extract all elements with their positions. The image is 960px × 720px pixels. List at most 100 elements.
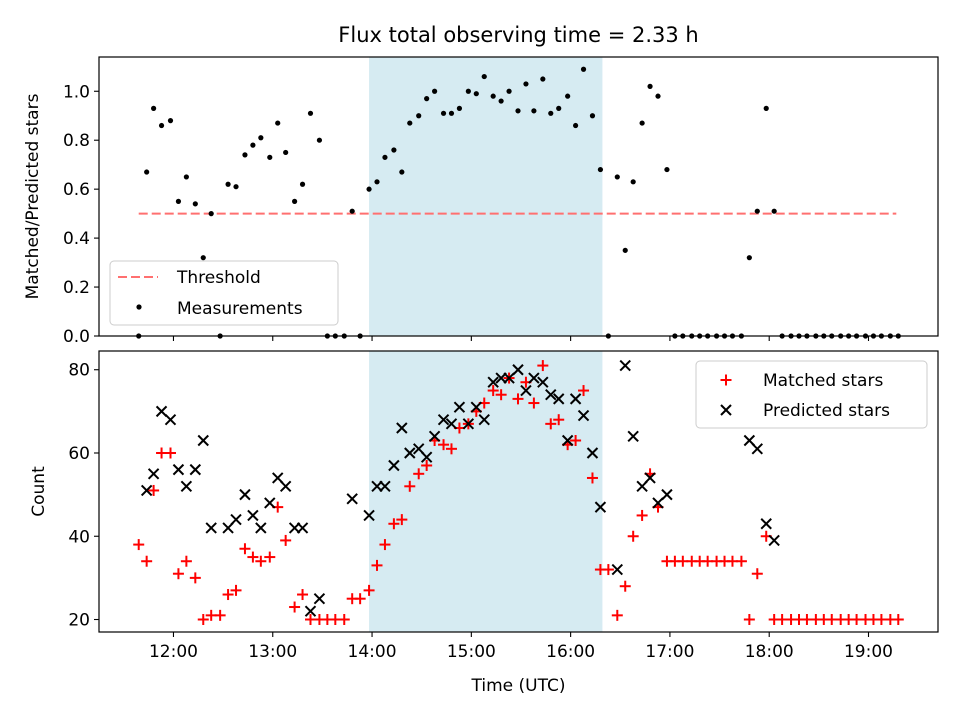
matched-star-point: [421, 459, 433, 471]
counts-y-tick-label: 80: [68, 361, 90, 381]
matched-star-point: [743, 614, 755, 626]
predicted-star-point: [437, 413, 450, 426]
measurement-point: [540, 76, 546, 82]
measurement-point: [589, 113, 596, 119]
matched-star-point: [247, 551, 259, 563]
measurement-point: [448, 110, 455, 116]
measurement-point: [548, 110, 554, 116]
matched-star-point: [553, 414, 565, 426]
measurement-point: [763, 105, 769, 111]
matched-star-point: [164, 447, 176, 459]
ratio-y-tick-label: 1.0: [63, 82, 90, 102]
predicted-star-point: [172, 463, 185, 476]
measurement-point: [506, 88, 512, 94]
measurement-point: [456, 105, 463, 111]
predicted-legend-marker: [720, 404, 732, 416]
ratio-y-axis: 0.0 0.2 0.4 0.6 0.8 1.0: [63, 82, 99, 347]
predicted-star-point: [388, 459, 400, 472]
measurement-point: [144, 169, 150, 175]
predicted-star-point: [569, 393, 582, 405]
matched-star-point: [338, 614, 350, 626]
measurement-point: [771, 208, 777, 214]
predicted-star-point: [760, 518, 772, 530]
measurement-point: [465, 88, 471, 94]
predicted-star-point: [512, 364, 524, 376]
ratio-y-tick-label: 0.0: [63, 327, 90, 347]
matched-star-point: [636, 509, 648, 521]
predicted-star-point: [346, 493, 358, 505]
predicted-star-point: [644, 472, 656, 484]
predicted-star-point: [255, 522, 267, 534]
ratio-y-tick-label: 0.6: [63, 180, 90, 200]
ratio-plot-frame: [98, 56, 939, 337]
time-x-tick-label: 13:00: [248, 642, 297, 662]
matched-star-point: [495, 389, 507, 401]
measurement-point: [233, 184, 239, 190]
measurement-point: [399, 169, 405, 175]
matched-star-point: [537, 360, 549, 372]
matched-legend-label: Matched stars: [763, 371, 883, 391]
measurement-point: [242, 152, 248, 158]
matched-star-point: [528, 397, 540, 409]
predicted-legend-label: Predicted stars: [763, 401, 890, 421]
time-x-tick-label: 19:00: [844, 642, 893, 662]
measurement-point: [366, 186, 372, 192]
predicted-star-point: [561, 434, 574, 447]
matched-legend-swatch: [720, 374, 732, 386]
predicted-star-point: [503, 372, 515, 384]
predicted-star-point: [363, 509, 375, 522]
ratio-y-tick-label: 0.8: [63, 131, 90, 151]
predicted-star-point: [594, 501, 607, 513]
measurement-point: [151, 105, 157, 111]
matched-star-point: [172, 568, 184, 580]
observing-span-top: [369, 57, 603, 336]
matched-star-point: [371, 559, 383, 571]
matched-star-point: [396, 514, 408, 526]
predicted-star-point: [230, 513, 242, 526]
time-x-tick-label: 14:00: [348, 642, 397, 662]
matched-star-point: [363, 584, 375, 596]
matched-star-point: [189, 572, 201, 584]
measurement-point: [647, 83, 653, 89]
matched-star-point: [255, 555, 267, 567]
measurement-point: [167, 118, 174, 124]
measurement-point: [572, 122, 579, 129]
measurement-point: [523, 81, 529, 87]
measurement-point: [614, 174, 620, 180]
predicted-star-point: [751, 443, 763, 455]
predicted-star-point: [189, 463, 202, 476]
predicted-star-point: [147, 468, 160, 480]
time-x-tick-label: 17:00: [645, 642, 694, 662]
measurement-point: [407, 120, 413, 126]
predicted-star-point: [619, 359, 631, 372]
measurement-point: [630, 179, 636, 185]
predicted-star-point: [528, 372, 540, 384]
predicted-star-point: [155, 405, 168, 418]
measurement-point: [391, 147, 397, 153]
matched-star-point: [892, 614, 904, 626]
predicted-star-point: [164, 413, 177, 426]
measurement-point: [158, 122, 165, 129]
predicted-star-point: [264, 497, 276, 509]
predicted-star-point: [396, 422, 408, 434]
matched-star-point: [627, 530, 639, 542]
predicted-star-point: [279, 480, 292, 493]
matched-star-point: [413, 468, 425, 480]
measurement-point: [481, 73, 487, 80]
measurement-point: [746, 255, 752, 261]
time-x-axis: 12:00 13:00 14:00 15:00 16:00 17:00 18:00 19:00: [149, 632, 893, 662]
measurement-point: [258, 135, 264, 141]
predicted-legend-swatch: [720, 404, 732, 416]
measurement-point: [432, 88, 438, 94]
ratio-x-ticks: [172, 336, 870, 341]
matched-star-point: [148, 484, 160, 496]
predicted-star-point: [627, 430, 639, 443]
ratio-legend: Threshold Measurements: [109, 260, 339, 326]
measurement-point: [622, 247, 628, 253]
predicted-star-point: [420, 451, 433, 463]
observing-span-bottom: [369, 351, 603, 632]
matched-star-point: [264, 551, 276, 563]
matched-star-point: [735, 555, 747, 567]
measurement-point: [316, 137, 323, 143]
